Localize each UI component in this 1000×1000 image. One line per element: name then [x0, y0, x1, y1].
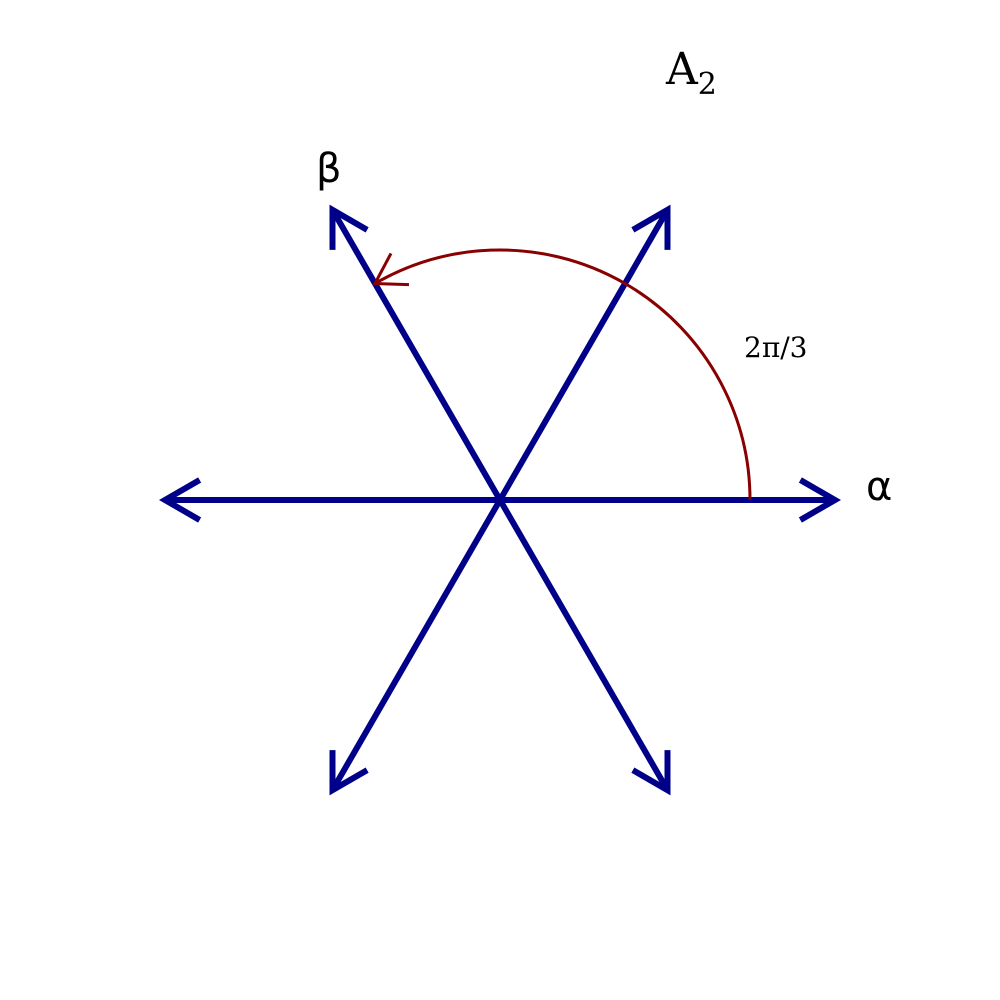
arrow-head: [798, 477, 841, 523]
root-shaft: [329, 208, 503, 502]
root-vector-neg-alpha-plus-beta: [329, 498, 503, 796]
root-shaft: [497, 498, 671, 792]
title-letter: A: [665, 44, 699, 95]
angle-arc-arrow-head: [372, 252, 410, 287]
diagram-title: A2: [665, 44, 717, 102]
root-vector-neg-beta: [497, 498, 671, 796]
root-vector-beta: [329, 204, 503, 502]
arrow-head: [158, 477, 202, 523]
root-vector-alpha-plus-beta: [497, 204, 671, 502]
arrow-head: [329, 204, 369, 250]
arrow-head: [329, 750, 369, 796]
angle-arc: [374, 248, 752, 501]
title-subscript: 2: [698, 67, 717, 102]
beta-label: β: [316, 146, 342, 192]
root-vector-alpha: [500, 477, 841, 523]
root-shaft: [329, 498, 503, 792]
root-vector-neg-alpha: [158, 477, 500, 523]
arrow-head: [631, 750, 671, 796]
root-vectors: [158, 204, 841, 796]
angle-label: 2π/3: [744, 331, 807, 364]
alpha-label: α: [866, 464, 892, 510]
angle-arc-group: [372, 248, 752, 501]
root-shaft: [497, 208, 671, 502]
arrow-head: [631, 204, 671, 250]
